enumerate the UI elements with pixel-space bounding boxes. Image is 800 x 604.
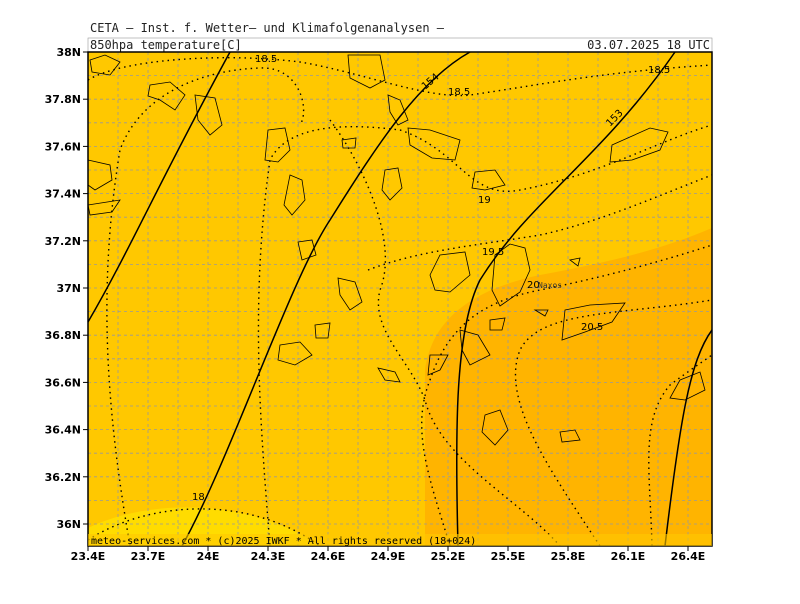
- valid-time: 03.07.2025 18 UTC: [587, 38, 710, 52]
- contour-label: 19.5: [482, 247, 504, 258]
- lon-label: 24.9E: [371, 550, 406, 563]
- axes: 23.4E 23.7E 24E 24.3E 24.6E 24.9E 25.2E 25.5E 25…: [45, 46, 706, 563]
- contour-label: 20: [527, 280, 540, 291]
- grid: [87, 51, 712, 546]
- geopotential-lines: [87, 51, 713, 547]
- lat-label: 37.2N: [45, 235, 81, 248]
- contour-label: 18.5: [448, 87, 470, 98]
- map-area: [87, 51, 713, 547]
- lat-label: 36.2N: [45, 471, 81, 484]
- lon-label: 25.5E: [491, 550, 526, 563]
- lat-label: 36.8N: [45, 329, 81, 342]
- lon-label: 23.4E: [71, 550, 106, 563]
- lat-label: 36.6N: [45, 376, 81, 389]
- lat-label: 37.6N: [45, 140, 81, 153]
- footer: meteo-services.com * (c)2025 IWKF * All …: [91, 536, 476, 547]
- contour-label: 20.5: [581, 322, 603, 333]
- contour-label: 18: [192, 492, 205, 503]
- lon-label: 24.6E: [311, 550, 346, 563]
- place-label: Naxos: [538, 281, 562, 290]
- coastlines: [87, 54, 706, 446]
- footer-bar: [88, 534, 712, 546]
- lat-label: 38N: [56, 46, 81, 59]
- lon-label: 24.3E: [251, 550, 286, 563]
- lat-label: 37.8N: [45, 93, 81, 106]
- lon-label: 23.7E: [131, 550, 166, 563]
- lat-label: 37N: [56, 282, 81, 295]
- contour-label: 18.5: [648, 65, 670, 76]
- lon-label: 26.1E: [611, 550, 646, 563]
- header-title: CETA — Inst. f. Wetter— und Klimafolgena…: [90, 21, 445, 35]
- contour-label: 19: [478, 195, 491, 206]
- lon-label: 26.4E: [671, 550, 706, 563]
- isotherms: [87, 57, 713, 547]
- temp-zone-20: [425, 228, 712, 546]
- lon-label: 25.8E: [551, 550, 586, 563]
- lat-label: 36.4N: [45, 424, 81, 437]
- lon-label: 25.2E: [431, 550, 466, 563]
- lat-label: 37.4N: [45, 188, 81, 201]
- lat-label: 36N: [56, 518, 81, 531]
- contour-label: 18.5: [255, 54, 277, 65]
- lon-label: 24E: [197, 550, 220, 563]
- field-label: 850hpa temperature[C]: [90, 38, 242, 52]
